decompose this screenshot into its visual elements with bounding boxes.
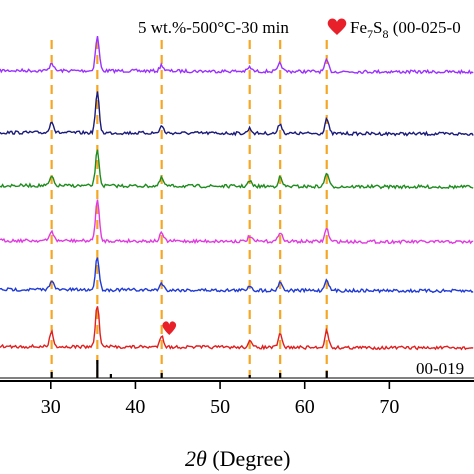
heart-marker-icon <box>162 321 177 335</box>
x-tick-label-40: 40 <box>125 396 145 418</box>
series-line-2 <box>0 91 474 137</box>
header-annotation: 5 wt.%-500°C-30 min <box>138 18 289 37</box>
x-axis-title: 2θ (Degree) <box>185 446 290 471</box>
series-line-5 <box>0 257 474 294</box>
series-line-6 <box>0 306 474 351</box>
x-tick-label-70: 70 <box>379 396 399 418</box>
series-line-4 <box>0 199 474 245</box>
reference-label: 00-019 <box>416 359 464 378</box>
series-line-3 <box>0 149 474 190</box>
dashed-reference-lines <box>50 40 328 377</box>
x-tick-label-50: 50 <box>210 396 230 418</box>
legend-label: Fe7S8 (00-025-0 <box>350 18 461 41</box>
reference-pattern <box>0 360 474 379</box>
x-axis: 30 40 50 60 70 <box>0 380 474 418</box>
series-line-1 <box>0 35 474 75</box>
x-tick-label-30: 30 <box>41 396 61 418</box>
heart-icon <box>327 18 347 35</box>
x-tick-label-60: 60 <box>295 396 315 418</box>
xrd-series-group <box>0 35 474 351</box>
